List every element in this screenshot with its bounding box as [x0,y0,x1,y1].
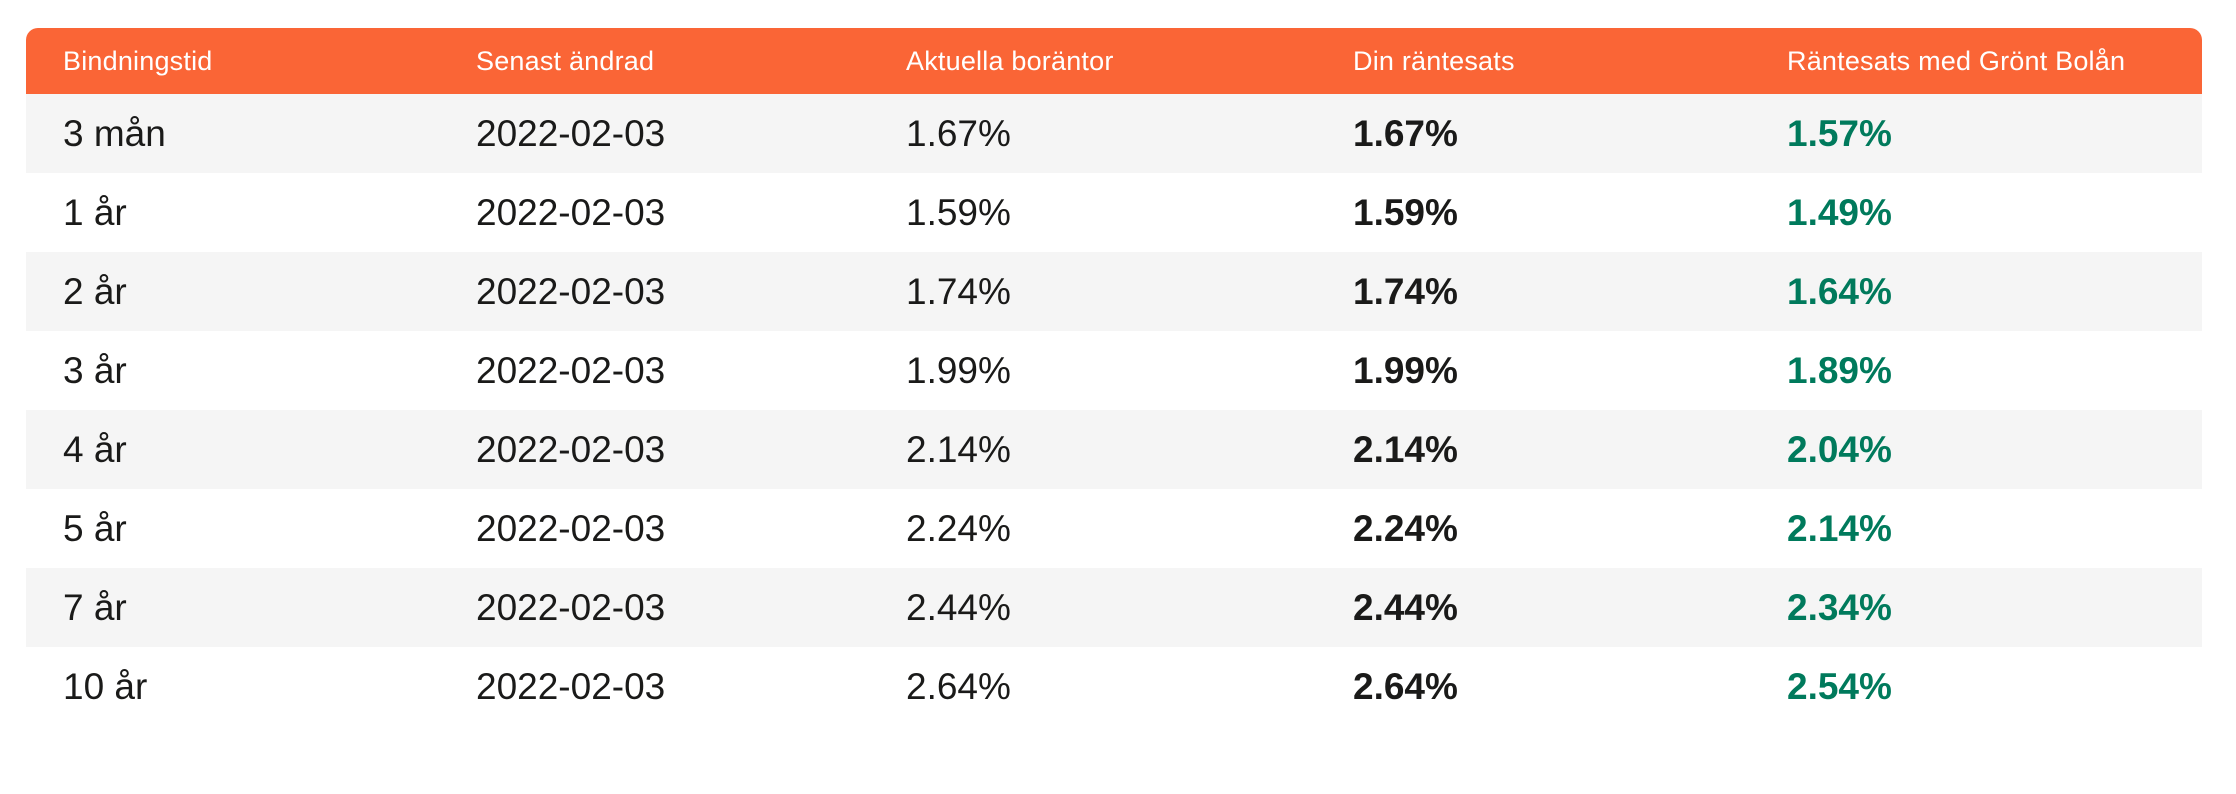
cell-senast-andrad: 2022-02-03 [476,349,666,391]
cell-din-rantesats: 2.14% [1353,428,1458,470]
cell-din-rantesats: 1.99% [1353,349,1458,391]
cell-bindningstid: 1 år [63,191,127,233]
cell-aktuella-borantor: 2.64% [906,665,1011,707]
column-header-din-rantesats: Din räntesats [1316,28,1750,94]
cell-gront-bolan: 2.04% [1787,428,1892,470]
cell-bindningstid: 3 år [63,349,127,391]
cell-din-rantesats: 1.59% [1353,191,1458,233]
table-header-row: Bindningstid Senast ändrad Aktuella borä… [26,28,2202,94]
cell-aktuella-borantor: 1.99% [906,349,1011,391]
table-row: 3 mån 2022-02-03 1.67% 1.67% 1.57% [26,94,2202,173]
cell-bindningstid: 7 år [63,586,127,628]
table-row: 4 år 2022-02-03 2.14% 2.14% 2.04% [26,410,2202,489]
cell-bindningstid: 2 år [63,270,127,312]
cell-din-rantesats: 2.64% [1353,665,1458,707]
cell-senast-andrad: 2022-02-03 [476,586,666,628]
table-row: 7 år 2022-02-03 2.44% 2.44% 2.34% [26,568,2202,647]
cell-senast-andrad: 2022-02-03 [476,428,666,470]
cell-gront-bolan: 1.57% [1787,112,1892,154]
cell-aktuella-borantor: 2.44% [906,586,1011,628]
cell-senast-andrad: 2022-02-03 [476,270,666,312]
table-row: 2 år 2022-02-03 1.74% 1.74% 1.64% [26,252,2202,331]
cell-din-rantesats: 2.24% [1353,507,1458,549]
cell-din-rantesats: 1.74% [1353,270,1458,312]
mortgage-rates-table-card: Bindningstid Senast ändrad Aktuella borä… [26,28,2202,726]
table-row: 5 år 2022-02-03 2.24% 2.24% 2.14% [26,489,2202,568]
cell-gront-bolan: 2.34% [1787,586,1892,628]
column-header-senast-andrad: Senast ändrad [439,28,869,94]
cell-aktuella-borantor: 1.59% [906,191,1011,233]
cell-bindningstid: 3 mån [63,112,166,154]
cell-senast-andrad: 2022-02-03 [476,191,666,233]
cell-gront-bolan: 1.49% [1787,191,1892,233]
cell-aktuella-borantor: 2.14% [906,428,1011,470]
cell-senast-andrad: 2022-02-03 [476,507,666,549]
cell-aktuella-borantor: 1.74% [906,270,1011,312]
cell-senast-andrad: 2022-02-03 [476,665,666,707]
column-header-aktuella-borantor: Aktuella boräntor [869,28,1316,94]
table-row: 3 år 2022-02-03 1.99% 1.99% 1.89% [26,331,2202,410]
table-row: 10 år 2022-02-03 2.64% 2.64% 2.54% [26,647,2202,726]
cell-gront-bolan: 1.64% [1787,270,1892,312]
mortgage-rates-table: Bindningstid Senast ändrad Aktuella borä… [26,28,2202,726]
cell-senast-andrad: 2022-02-03 [476,112,666,154]
cell-din-rantesats: 1.67% [1353,112,1458,154]
cell-bindningstid: 5 år [63,507,127,549]
cell-aktuella-borantor: 2.24% [906,507,1011,549]
cell-bindningstid: 4 år [63,428,127,470]
column-header-bindningstid: Bindningstid [26,28,439,94]
cell-gront-bolan: 1.89% [1787,349,1892,391]
column-header-rantesats-gront-bolan: Räntesats med Grönt Bolån [1750,28,2202,94]
table-row: 1 år 2022-02-03 1.59% 1.59% 1.49% [26,173,2202,252]
cell-gront-bolan: 2.54% [1787,665,1892,707]
cell-bindningstid: 10 år [63,665,148,707]
cell-gront-bolan: 2.14% [1787,507,1892,549]
cell-din-rantesats: 2.44% [1353,586,1458,628]
cell-aktuella-borantor: 1.67% [906,112,1011,154]
